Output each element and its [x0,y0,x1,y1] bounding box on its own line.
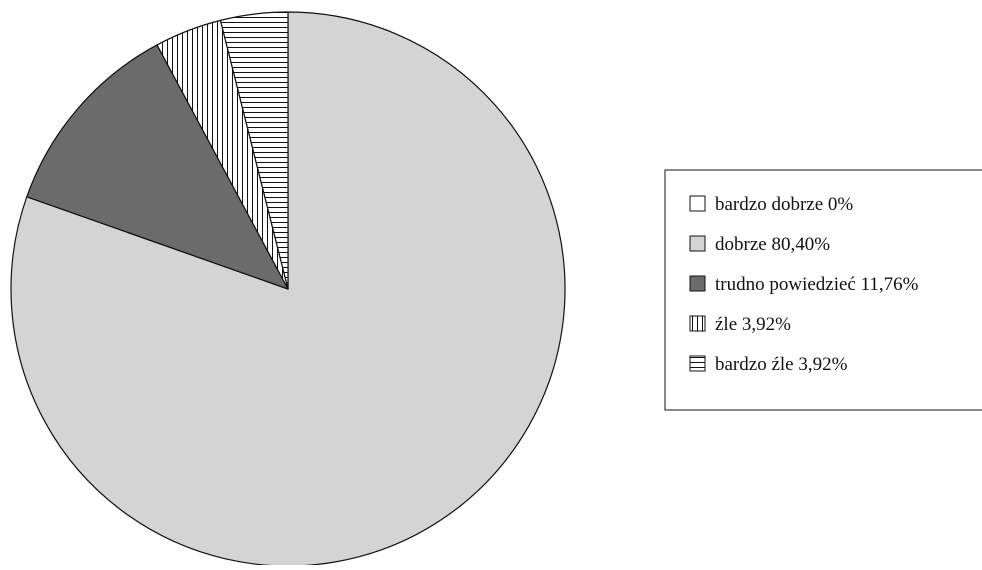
pie-slices [10,11,566,567]
legend-label: źle 3,92% [715,314,791,335]
legend-swatch [689,275,706,292]
legend-item: bardzo źle 3,92% [689,354,848,375]
legend-item: trudno powiedzieć 11,76% [689,274,919,295]
legend-box [664,169,982,411]
legend-items: bardzo dobrze 0% dobrze 80,40% trudno powi… [689,194,919,375]
legend-label: bardzo źle 3,92% [715,354,848,375]
legend-item: źle 3,92% [689,314,791,335]
legend-item: bardzo dobrze 0% [689,194,853,215]
legend-label: bardzo dobrze 0% [715,194,853,215]
legend: bardzo dobrze 0% dobrze 80,40% trudno powi… [664,169,982,411]
legend-swatch [689,355,706,372]
pie-slice-trudno-powiedziec-11-76 [26,44,289,290]
legend-swatch [689,195,706,212]
legend-swatch [689,235,706,252]
legend-label: trudno powiedzieć 11,76% [715,274,919,295]
legend-label: dobrze 80,40% [715,234,830,255]
legend-swatch [689,315,706,332]
legend-item: dobrze 80,40% [689,234,830,255]
pie-slice-bardzo-zle-3-92 [219,11,289,290]
